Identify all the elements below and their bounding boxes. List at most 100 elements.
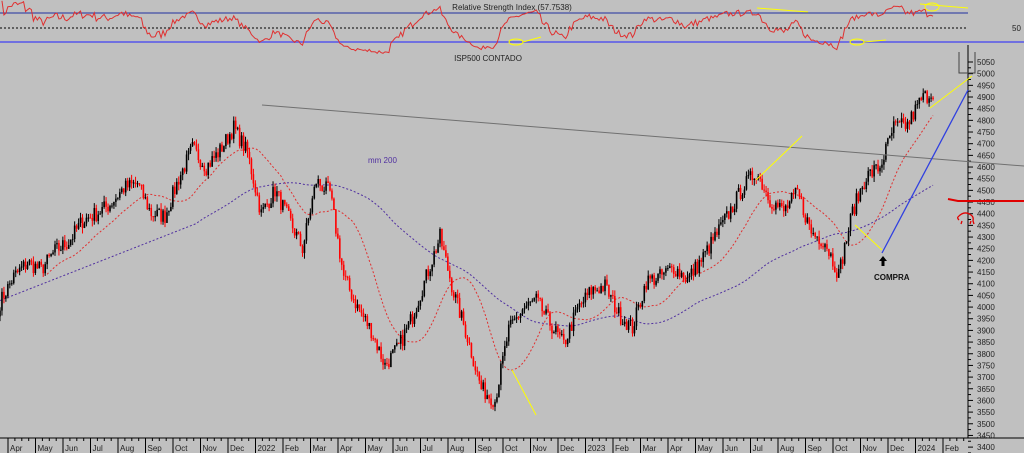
price-bar [50,253,52,258]
stop-level-line[interactable] [947,198,1024,202]
price-bar [107,203,109,215]
price-bar [415,307,418,319]
ma200-line [0,182,934,327]
price-bar [356,299,359,312]
price-bar [735,190,738,213]
price-bar [52,249,54,256]
price-bar [148,203,151,211]
support-trendline[interactable] [881,89,969,254]
y-tick-label: 4950 [977,81,995,90]
price-bar [97,210,100,225]
price-bar [445,244,447,258]
price-bar [234,116,237,134]
price-bar [594,285,596,294]
price-bar [509,315,512,328]
yellow-line[interactable] [755,135,803,181]
price-bar [246,139,249,158]
price-bar [643,283,646,304]
price-bar [682,272,685,283]
price-bar [83,221,86,229]
price-bar [203,162,206,177]
price-bar [81,214,84,234]
price-bar [244,136,247,154]
price-bar [10,280,13,286]
y-tick-label: 4250 [977,245,995,254]
ma200-label: mm 200 [368,156,397,165]
price-bar [865,178,868,193]
y-tick-label: 4150 [977,268,995,277]
price-bar [841,256,844,270]
price-bar [690,265,693,280]
price-bar [816,236,818,242]
price-bar [647,270,650,291]
price-bar [339,235,341,263]
price-bar [280,189,282,215]
y-tick-label: 4100 [977,280,995,289]
price-bar [360,304,363,317]
y-axis-ticks: 3400 3450 3500 3550 3600 3650 3700 3750 3800 3850… [968,58,995,453]
x-tick-label: Nov [533,444,547,453]
price-bar [576,303,579,313]
price-bar [588,286,591,299]
price-bar [665,265,667,277]
price-bar [183,167,186,174]
x-tick-label: Aug [120,444,134,453]
price-bar [832,248,834,270]
price-bar [513,315,516,321]
price-bar [859,188,862,203]
price-bar [1,288,3,316]
price-bar [449,265,451,283]
price-bar [140,184,143,190]
price-bar [729,203,732,223]
y-tick-label: 5050 [977,58,995,67]
price-bar [928,96,930,107]
yellow-line[interactable] [929,75,973,109]
yellow-line[interactable] [511,369,537,416]
price-bar [890,127,893,141]
rsi-panel: Relative Strength Index (57.7538) 50 [0,0,1024,54]
price-bar [488,394,490,404]
price-bar [704,250,706,258]
price-bar [236,126,239,131]
price-bar [822,242,824,250]
price-bar [321,185,323,192]
price-bar [46,254,48,270]
price-bar [325,177,327,195]
yellow-line[interactable] [854,224,883,251]
price-bar [315,183,318,189]
price-bar [18,264,21,276]
price-bar [578,299,581,313]
price-bar [73,221,76,243]
price-bar [867,167,870,186]
x-tick-label: 2022 [258,444,276,453]
x-tick-label: 2024 [918,444,936,453]
price-bar [678,263,681,280]
price-bar [631,317,634,337]
bear-icon [957,212,975,225]
price-bar [225,133,227,150]
x-tick-label: Dec [560,444,574,453]
y-tick-label: 4000 [977,303,995,312]
price-bar [262,203,265,213]
price-bar [684,275,687,284]
price-bar [464,321,467,339]
price-bar [109,204,111,213]
price-bar [32,256,35,277]
resistance-trendline[interactable] [261,104,1024,167]
x-tick-label: May [698,444,713,453]
price-bar [242,132,245,156]
x-axis-ticks: Apr May Jun Jul Aug Sep Oct Nov Dec 2022 Feb Mar Apr… [7,438,965,453]
x-tick-label: Feb [945,444,959,453]
price-bar [223,145,225,153]
price-bar [590,284,593,300]
price-bar [333,197,335,211]
price-bar [285,202,288,209]
y-tick-label: 4200 [977,256,995,265]
price-bar [209,160,211,168]
price-bar [619,301,622,326]
price-bar [751,167,754,185]
price-bar [904,116,907,132]
price-bar [362,308,365,322]
y-tick-label: 3400 [977,443,995,452]
rsi-axis-label: 50 [1012,24,1021,33]
